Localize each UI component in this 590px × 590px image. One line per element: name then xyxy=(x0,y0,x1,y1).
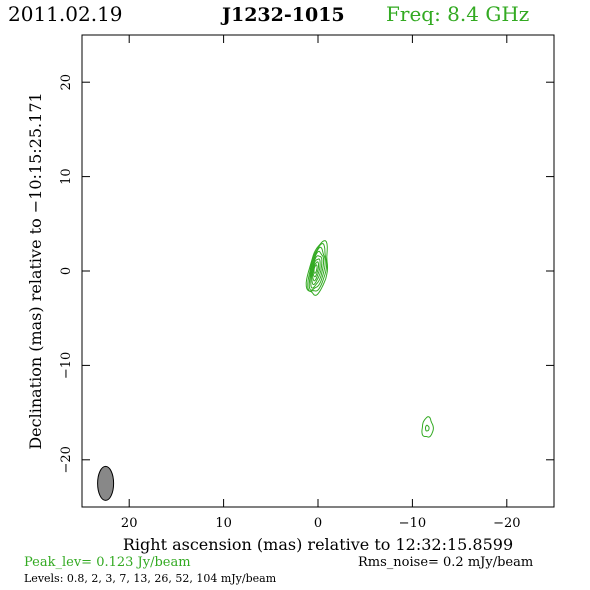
core-contour xyxy=(312,261,319,278)
axis-ticks xyxy=(82,35,554,507)
peak-level: Peak_lev= 0.123 Jy/beam xyxy=(24,555,191,570)
core-contour xyxy=(305,240,329,296)
x-tick-label: −20 xyxy=(493,516,520,531)
jet-contour xyxy=(421,416,434,438)
x-tick-label: 20 xyxy=(121,516,138,531)
core-contour xyxy=(307,242,328,292)
y-axis-label: Declination (mas) relative to −10:15:25.… xyxy=(26,92,45,449)
x-axis-label: Right ascension (mas) relative to 12:32:… xyxy=(123,535,513,554)
y-tick-label: −10 xyxy=(59,352,74,379)
y-tick-label: −20 xyxy=(59,446,74,473)
rms-noise: Rms_noise= 0.2 mJy/beam xyxy=(358,555,533,570)
core-contour xyxy=(311,255,323,286)
beam-shape xyxy=(97,465,115,501)
core-contour xyxy=(308,246,326,291)
core-contour xyxy=(312,258,321,282)
observation-date: 2011.02.19 xyxy=(8,2,123,26)
jet-contour xyxy=(425,424,430,432)
x-tick-label: 0 xyxy=(314,516,322,531)
y-tick-label: 0 xyxy=(59,267,74,275)
y-tick-label: 20 xyxy=(59,74,74,91)
tick-labels: 20 10 0 −10 −20 20 10 0 −10 −20 xyxy=(59,74,521,531)
y-tick-label: 10 xyxy=(59,168,74,185)
x-tick-label: 10 xyxy=(215,516,232,531)
beam-ellipse xyxy=(97,465,115,501)
source-name: J1232-1015 xyxy=(220,4,345,26)
contour-levels: Levels: 0.8, 2, 3, 7, 13, 26, 52, 104 mJ… xyxy=(24,572,277,585)
core-contour xyxy=(313,264,318,274)
contours xyxy=(305,240,434,438)
core-contour xyxy=(310,250,325,289)
frequency-label: Freq: 8.4 GHz xyxy=(386,2,529,26)
x-tick-label: −10 xyxy=(399,516,426,531)
